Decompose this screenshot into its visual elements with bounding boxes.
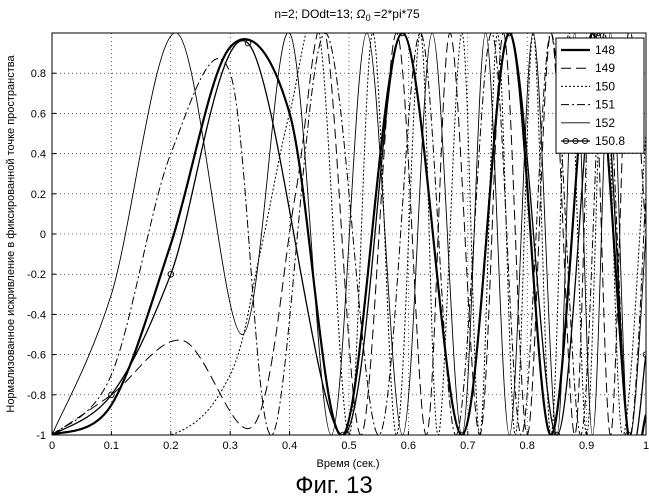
x-tick-label: 0.5 <box>341 440 356 452</box>
y-tick-label: -0.6 <box>27 350 46 362</box>
x-tick-label: 0.4 <box>282 440 297 452</box>
x-axis-label: Время (сек.) <box>317 458 380 470</box>
legend-label: 148 <box>595 43 615 57</box>
x-tick-label: 1 <box>643 440 649 452</box>
x-tick-label: 0.9 <box>579 440 594 452</box>
x-tick-label: 0.2 <box>163 440 178 452</box>
legend-label: 151 <box>595 98 615 112</box>
legend: 148 149 150 151 152 150.8 <box>556 38 644 153</box>
y-axis-label: Нормализованное искривление в фиксирован… <box>5 55 17 413</box>
chart-title: n=2; DOdt=13; Ω0 =2*pi*75 <box>274 7 420 23</box>
x-axis-ticks: 0 0.1 0.2 0.3 0.4 0.5 0.6 0.7 0.8 0.9 1 <box>49 431 649 452</box>
y-tick-label: -0.2 <box>27 269 46 281</box>
x-tick-label: 0.8 <box>520 440 535 452</box>
y-tick-label: -0.4 <box>27 309 46 321</box>
chart-title-suffix: =2*pi*75 <box>371 7 420 21</box>
figure-caption: Фиг. 13 <box>295 472 373 499</box>
chart-title-omega: Ω <box>356 7 365 21</box>
x-tick-label: 0 <box>49 440 55 452</box>
y-tick-label: 0.4 <box>31 149 46 161</box>
legend-label: 150 <box>595 79 615 93</box>
y-tick-label: -0.8 <box>27 390 46 402</box>
legend-label: 150.8 <box>595 134 625 148</box>
x-tick-label: 0.6 <box>401 440 416 452</box>
legend-label: 152 <box>595 116 615 130</box>
y-tick-label: 0.6 <box>31 108 46 120</box>
y-tick-label: 0.2 <box>31 189 46 201</box>
x-tick-label: 0.7 <box>460 440 475 452</box>
y-tick-label: 0 <box>40 229 46 241</box>
y-tick-label: 0.8 <box>31 68 46 80</box>
x-tick-label: 0.3 <box>223 440 238 452</box>
y-tick-label: -1 <box>36 430 46 442</box>
x-tick-label: 0.1 <box>104 440 119 452</box>
chart-title-prefix: n=2; DOdt=13; <box>274 7 356 21</box>
legend-label: 149 <box>595 61 615 75</box>
